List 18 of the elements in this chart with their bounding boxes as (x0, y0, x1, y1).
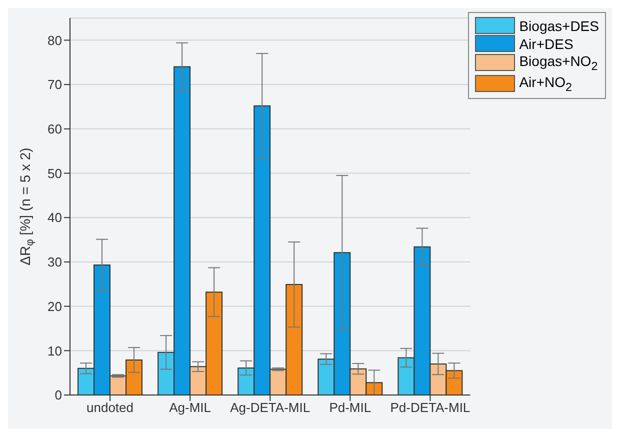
x-tick-label: Pd-MIL (329, 400, 372, 416)
x-tick-label: Ag-DETA-MIL (230, 400, 310, 416)
y-tick-label: 70 (48, 77, 62, 92)
legend-label: Biogas+DES (519, 18, 599, 34)
y-tick-label: 20 (48, 298, 62, 314)
x-tick-label: Ag-MIL (169, 400, 212, 416)
legend-label: Air+NO$_{2}$ (519, 74, 572, 94)
y-tick-label: 50 (48, 166, 62, 181)
y-tick-label: 30 (48, 254, 62, 270)
y-tick-label: 40 (48, 210, 62, 226)
legend-label: Air+DES (519, 36, 574, 52)
y-tick-label: 10 (48, 343, 62, 358)
legend-label: Biogas+NO$_{2}$ (519, 53, 598, 73)
x-tick-label: Pd-DETA-MIL (390, 400, 470, 416)
y-tick-label: 80 (48, 32, 62, 48)
y-tick-label: 0 (54, 388, 62, 403)
y-tick-label: 60 (48, 121, 62, 136)
x-tick-label: undoted (86, 400, 134, 416)
